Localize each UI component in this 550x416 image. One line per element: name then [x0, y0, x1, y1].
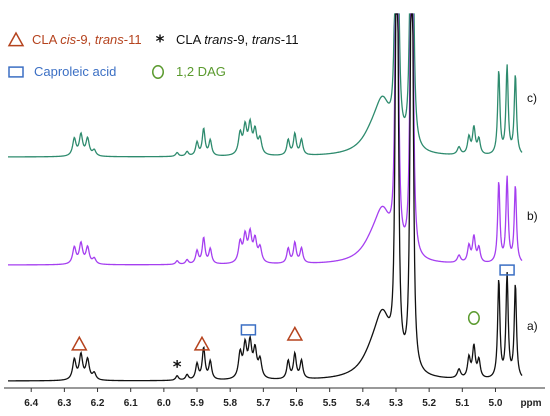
- legend-asterisk-icon: *: [156, 31, 165, 51]
- trace-a: [8, 13, 523, 382]
- legend-circle-icon: [152, 64, 164, 80]
- trace-label-c: c): [527, 91, 537, 105]
- x-tick-label: 5.5: [323, 398, 337, 409]
- x-axis-ticks: 6.4 6.3 6.2 6.1 6.0 5.9 5.8 5.7 5.6 5.5 5.4 5.3 5.2 5…: [24, 388, 542, 409]
- x-tick-label: 6.3: [57, 398, 71, 409]
- triangle-annotation-5.885: [193, 335, 211, 351]
- square-annotation-4.965: [499, 264, 515, 276]
- x-tick-label: 6.1: [124, 398, 138, 409]
- x-tick-label: 5.8: [223, 398, 237, 409]
- legend-label: CLA trans-9, trans-11: [176, 32, 299, 47]
- x-tick-label: 5.1: [455, 398, 469, 409]
- legend-label: Caproleic acid: [34, 64, 116, 79]
- x-tick-label: 5.2: [422, 398, 436, 409]
- legend-entry-3: Caproleic acid: [8, 64, 116, 79]
- x-tick-label: 5.9: [190, 398, 204, 409]
- x-tick-label: 6.4: [24, 398, 38, 409]
- x-axis: 6.4 6.3 6.2 6.1 6.0 5.9 5.8 5.7 5.6 5.5 5.4 5.3 5.2 5…: [4, 387, 545, 409]
- legend-triangle-icon: [7, 31, 25, 47]
- x-tick-label: 6.2: [91, 398, 105, 409]
- trace-b: [8, 13, 523, 266]
- x-tick-label: 5.7: [256, 398, 270, 409]
- x-tick-label: 5.6: [290, 398, 304, 409]
- trace-c: [7, 13, 523, 158]
- legend-label: 1,2 DAG: [176, 64, 226, 79]
- legend-entry-4: 1,2 DAG: [152, 64, 226, 80]
- x-tick-label: 5.4: [356, 398, 370, 409]
- asterisk-annotation-5.96: *: [173, 357, 182, 377]
- spectrum-traces: [7, 13, 523, 382]
- legend-label: CLA cis-9, trans-11: [32, 32, 142, 47]
- square-annotation-5.745: [240, 324, 257, 336]
- circle-annotation-5.065: [467, 310, 480, 326]
- legend-entry-2: * CLA trans-9, trans-11: [156, 31, 299, 51]
- legend: CLA cis-9, trans-11 * CLA trans-9, trans-1…: [7, 31, 299, 80]
- peak-annotations: *: [71, 264, 515, 377]
- legend-square-icon: [8, 66, 24, 78]
- trace-label-a: a): [527, 319, 538, 333]
- x-tick-label: 5.0: [489, 398, 503, 409]
- triangle-annotation-6.255: [71, 335, 88, 351]
- x-tick-label: 6.0: [157, 398, 171, 409]
- trace-labels: c) b) a): [527, 91, 538, 333]
- triangle-annotation-5.605: [286, 325, 304, 341]
- trace-label-b: b): [527, 209, 538, 223]
- x-tick-label: 5.3: [389, 398, 403, 409]
- legend-entry-1: CLA cis-9, trans-11: [7, 31, 142, 47]
- x-tick-label: ppm: [520, 398, 541, 409]
